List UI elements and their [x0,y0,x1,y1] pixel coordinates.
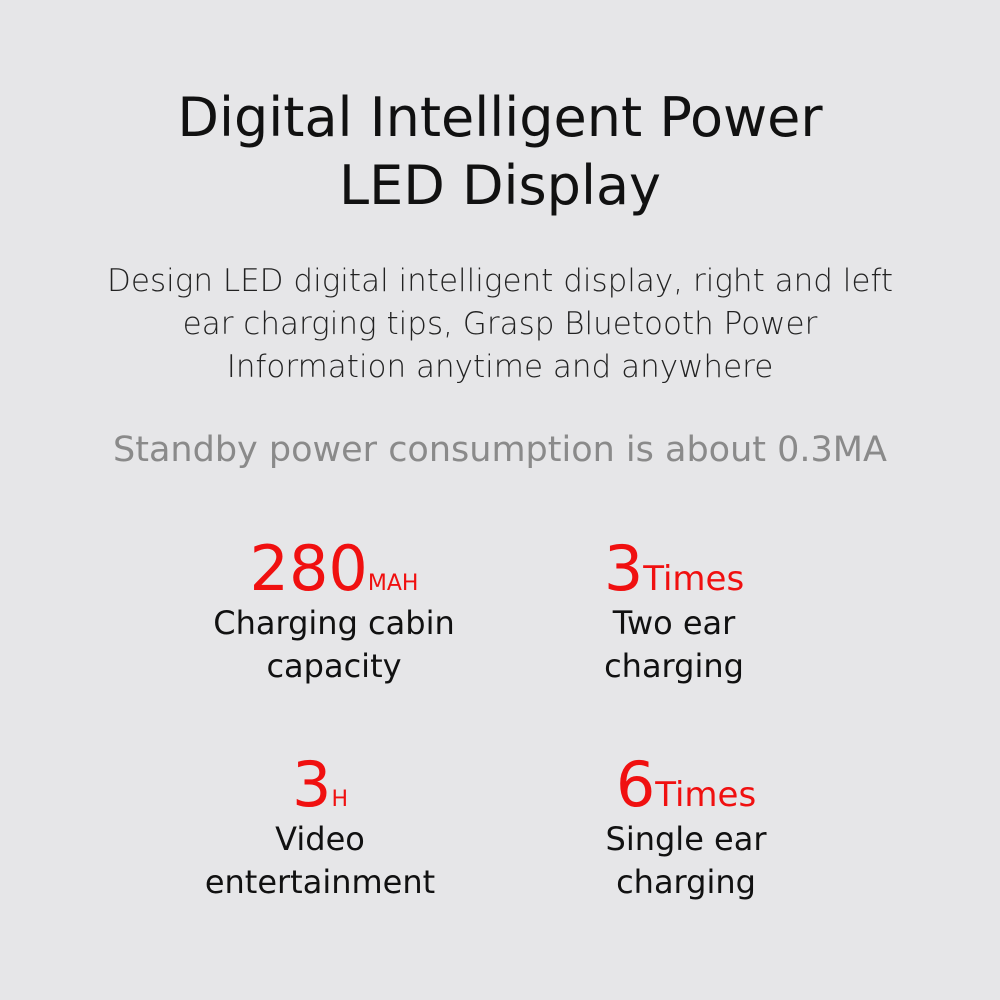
standby-text: Standby power consumption is about 0.3MA [113,430,887,470]
description-line: Design LED digital intelligent display, … [107,263,893,299]
stat-unit: H [331,787,348,812]
stat-label: capacity [266,647,402,685]
stat-unit: Times [655,775,757,815]
title-line: Digital Intelligent Power [177,86,823,149]
page-title: Digital Intelligent Power LED Display [0,84,1000,220]
stat-value: 6 [615,748,656,821]
stat-label: Video [275,820,365,858]
stat-label: charging [616,863,756,901]
stat-two-ear: 3Times Two ear charging [494,536,854,688]
stat-label: Two ear [612,604,736,642]
description-line: ear charging tips, Grasp Bluetooth Power [182,306,818,342]
stat-value: 3 [292,748,332,821]
stat-label: charging [604,647,744,685]
stat-label: Charging cabin [213,604,455,642]
stat-label: entertainment [204,863,436,901]
stat-value: 280 [249,532,368,605]
stat-capacity: 280MAH Charging cabin capacity [154,536,514,688]
stat-single-ear: 6Times Single ear charging [506,752,866,904]
stat-video: 3H Video entertainment [140,752,500,904]
stat-value: 3 [603,532,644,605]
description-line: Information anytime and anywhere [226,349,774,385]
description: Design LED digital intelligent display, … [0,260,1000,389]
stat-label: Single ear [605,820,767,858]
stat-unit: MAH [367,571,419,596]
title-line: LED Display [339,154,661,217]
stat-unit: Times [643,559,745,599]
